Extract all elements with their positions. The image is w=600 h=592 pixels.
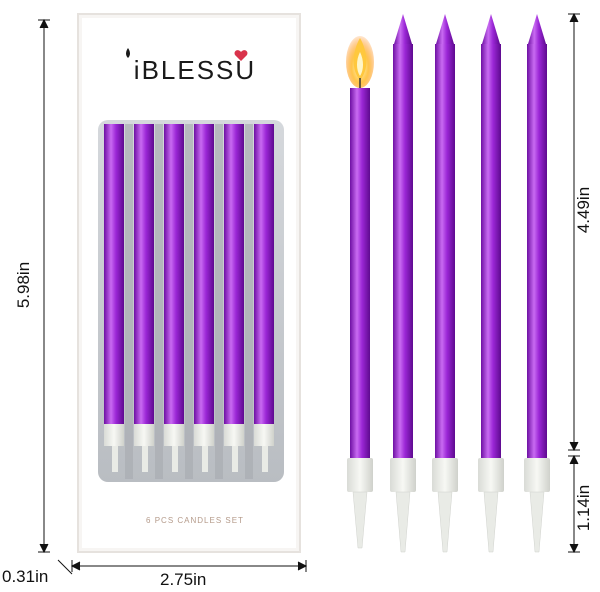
box-depth-dimension (57, 559, 73, 575)
boxed-candles (104, 124, 274, 479)
box-depth-label: 0.31in (2, 567, 49, 586)
logo-heart-icon (234, 50, 248, 61)
candle-5 (524, 14, 550, 553)
candle-4 (478, 14, 504, 553)
candle-3 (432, 14, 458, 553)
box-height-dimension (38, 18, 50, 554)
holder-length-dimension (568, 454, 580, 554)
candle-length-dimension (568, 12, 580, 452)
holder-length-label: 1.14in (574, 484, 593, 532)
set-label: 6 PCS CANDLES SET (146, 516, 244, 525)
brand-logo-text: iBLESSU (133, 55, 257, 85)
candle-length-label: 4.49in (574, 186, 593, 234)
standalone-candles (346, 14, 550, 553)
lit-candle (346, 36, 374, 549)
logo-flame-icon (126, 48, 130, 58)
candle-box (77, 13, 301, 553)
box-width-label: 2.75in (160, 570, 207, 589)
box-height-label: 5.98in (14, 261, 33, 309)
candle-2 (390, 14, 416, 553)
box-width-dimension (70, 560, 308, 572)
